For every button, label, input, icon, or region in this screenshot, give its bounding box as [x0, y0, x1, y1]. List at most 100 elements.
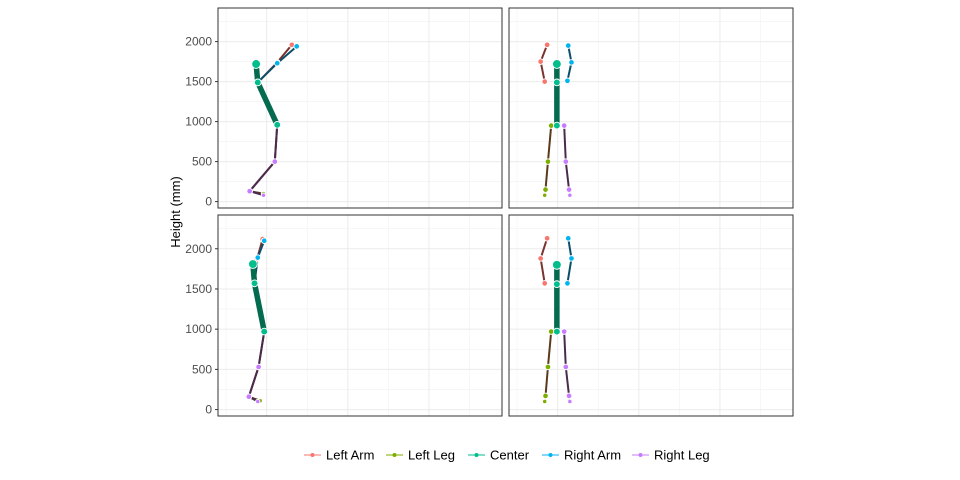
right-leg-joint — [271, 158, 279, 165]
right-arm-joint — [564, 235, 572, 242]
right-leg-bone — [257, 330, 266, 368]
center-joint — [553, 327, 561, 336]
legend-item-left-arm: Left Arm — [304, 448, 374, 463]
left-leg-joint — [544, 363, 552, 371]
right-leg-joint — [255, 398, 261, 405]
panel-2 — [508, 7, 794, 209]
center-joint — [248, 259, 258, 269]
right-leg-joint — [562, 158, 570, 165]
right-arm-joint — [261, 237, 268, 244]
left-leg-joint — [544, 158, 552, 165]
right-leg-bone — [564, 365, 571, 397]
right-leg-bone — [564, 160, 571, 191]
right-leg-bone — [248, 160, 276, 193]
left-leg-joint — [542, 392, 549, 400]
left-leg-bone — [546, 124, 553, 163]
right-leg-bone — [563, 330, 567, 368]
center-joint — [553, 280, 561, 288]
panel-background — [509, 8, 793, 208]
left-arm-joint — [541, 280, 548, 287]
left-leg-joint — [542, 186, 549, 193]
left-arm-bone — [539, 237, 549, 260]
center-bone — [255, 79, 280, 128]
panels-layer: 0 500 1000 1500 2000 0 500 1000 1500 2000 — [185, 7, 794, 417]
y-tick-label: 0 — [205, 195, 212, 209]
panel-1: 0 500 1000 1500 2000 — [185, 7, 503, 209]
right-arm-bone — [567, 237, 573, 260]
legend: Left Arm Left Leg Center Right Arm Right Leg — [304, 448, 710, 463]
right-leg-joint — [567, 192, 573, 198]
right-arm-bone — [256, 62, 279, 84]
legend-item-right-leg: Right Leg — [632, 448, 710, 463]
right-arm-joint — [564, 280, 571, 287]
legend-label: Left Arm — [326, 448, 374, 463]
right-leg-bone — [273, 123, 279, 163]
left-arm-bone — [539, 257, 546, 285]
legend-key-point — [548, 453, 553, 457]
y-tick-label: 500 — [192, 362, 212, 376]
center-joint — [553, 78, 561, 87]
right-leg-joint — [562, 363, 570, 371]
legend-item-center: Center — [468, 448, 530, 463]
y-tick-label: 1000 — [185, 322, 212, 336]
y-tick-label: 2000 — [185, 242, 212, 256]
right-arm-joint — [273, 59, 281, 67]
panel-4 — [508, 214, 794, 417]
right-arm-joint — [254, 254, 262, 261]
right-arm-joint — [564, 77, 571, 85]
panel-border — [217, 214, 503, 417]
center-joint — [553, 121, 561, 130]
left-leg-bone — [546, 330, 553, 368]
legend-label: Right Arm — [564, 448, 621, 463]
legend-label: Center — [490, 448, 530, 463]
panel-border — [508, 214, 794, 417]
center-joint — [552, 259, 562, 270]
right-leg-joint — [565, 186, 573, 193]
y-tick-label: 1500 — [185, 75, 212, 89]
right-leg-joint — [560, 328, 568, 335]
right-arm-joint — [568, 59, 575, 66]
y-tick-label: 500 — [192, 155, 212, 169]
center-joint — [251, 59, 261, 69]
center-joint — [552, 59, 562, 69]
right-arm-joint — [564, 42, 572, 49]
right-arm-joint — [568, 255, 575, 262]
legend-item-right-arm: Right Arm — [542, 448, 621, 463]
center-joint — [260, 327, 269, 336]
right-leg-joint — [245, 393, 253, 400]
center-joint — [273, 120, 282, 129]
legend-key-point — [310, 453, 315, 457]
center-joint — [250, 279, 259, 288]
right-leg-joint — [260, 192, 267, 198]
right-leg-bone — [247, 365, 260, 398]
right-leg-bone — [563, 124, 567, 163]
center-joint — [253, 78, 262, 87]
left-arm-bone — [276, 43, 293, 64]
panel-border — [217, 7, 503, 209]
left-leg-bone — [544, 365, 549, 397]
panel-border — [508, 7, 794, 209]
right-leg-joint — [567, 398, 573, 405]
right-leg-joint — [255, 363, 262, 371]
right-leg-joint — [246, 187, 253, 195]
left-arm-joint — [537, 58, 544, 65]
panel-3: 0 500 1000 1500 2000 — [185, 214, 503, 417]
y-tick-label: 0 — [205, 403, 212, 417]
left-arm-joint — [537, 255, 544, 262]
legend-label: Right Leg — [654, 448, 710, 463]
right-arm-bone — [566, 257, 573, 285]
y-tick-label: 2000 — [185, 35, 212, 49]
y-axis-title: Height (mm) — [168, 176, 183, 248]
legend-key-point — [638, 453, 643, 457]
left-arm-joint — [541, 78, 548, 85]
legend-key-point — [474, 453, 479, 457]
legend-item-left-leg: Left Leg — [386, 448, 455, 463]
panel-background — [509, 215, 793, 416]
left-leg-joint — [542, 192, 548, 198]
right-leg-joint — [565, 392, 573, 400]
right-arm-bone — [276, 45, 298, 65]
legend-label: Left Leg — [408, 448, 455, 463]
y-tick-label: 1500 — [185, 282, 212, 296]
left-leg-joint — [542, 398, 548, 405]
